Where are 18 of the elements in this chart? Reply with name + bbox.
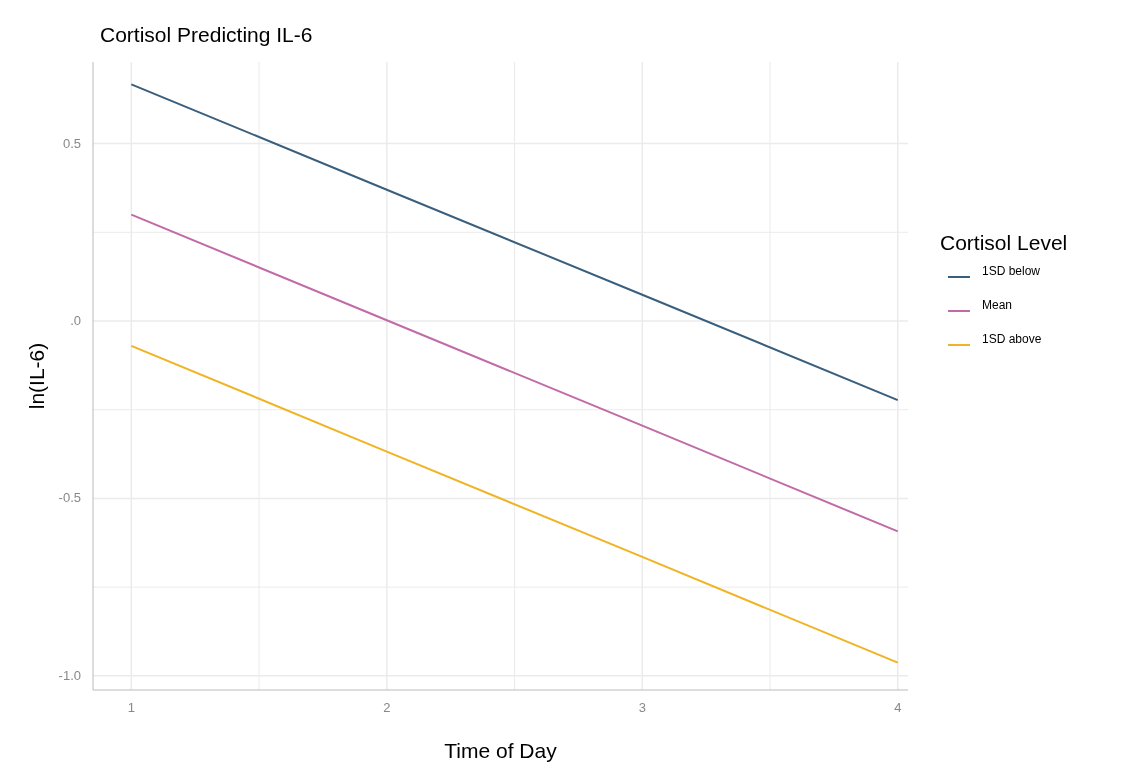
x-tick-label: 2 bbox=[383, 700, 391, 715]
y-tick-label: 0.5 bbox=[62, 135, 81, 151]
y-tick-label: .0 bbox=[70, 313, 81, 329]
x-tick-label: 1 bbox=[127, 700, 135, 715]
x-tick-label: 3 bbox=[638, 700, 646, 715]
legend-label: 1SD above bbox=[982, 332, 1042, 346]
y-axis-title: ln(IL-6) bbox=[25, 342, 48, 410]
y-tick-label: -0.5 bbox=[58, 490, 81, 506]
line-series bbox=[130, 83, 899, 402]
x-axis-title: Time of Day bbox=[444, 739, 558, 762]
chart-title: Cortisol Predicting IL-6 bbox=[100, 23, 313, 46]
legend-label: Mean bbox=[982, 298, 1013, 312]
line-series bbox=[130, 344, 899, 664]
line-series bbox=[130, 213, 899, 533]
x-tick-label: 4 bbox=[894, 700, 902, 715]
legend-label: 1SD below bbox=[982, 264, 1041, 278]
y-tick-label: -1.0 bbox=[58, 667, 81, 683]
legend-title: Cortisol Level bbox=[940, 231, 1068, 254]
